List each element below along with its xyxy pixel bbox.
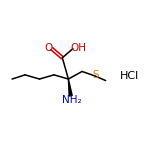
Text: NH₂: NH₂ <box>62 95 81 105</box>
Polygon shape <box>68 79 72 96</box>
Text: S: S <box>92 70 99 80</box>
Text: O: O <box>45 43 53 53</box>
Text: OH: OH <box>70 43 86 53</box>
Text: HCl: HCl <box>120 71 139 81</box>
